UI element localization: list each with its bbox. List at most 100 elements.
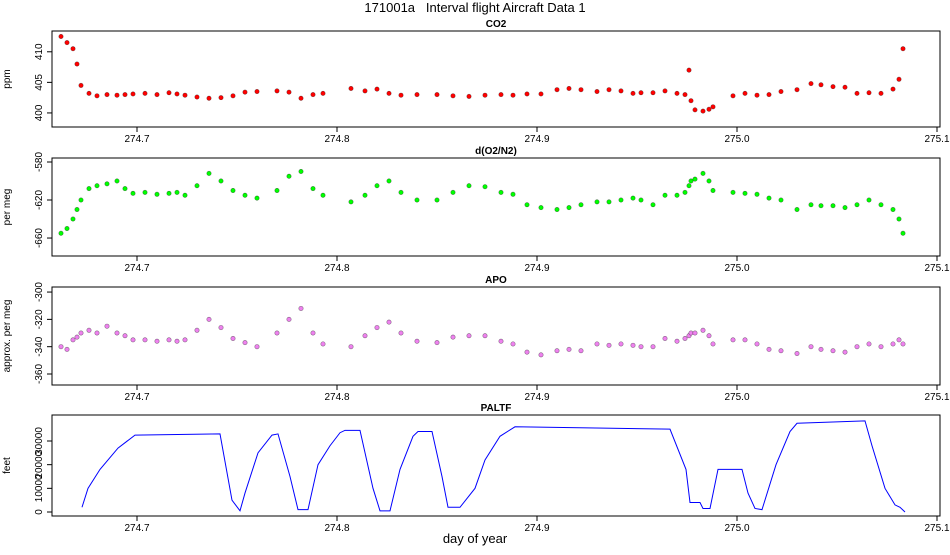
data-point — [122, 186, 128, 192]
y-axis-label: ppm — [2, 69, 13, 88]
data-point — [794, 87, 800, 93]
data-point — [130, 337, 136, 343]
data-point — [434, 340, 440, 346]
data-point — [86, 90, 92, 96]
data-point — [482, 184, 488, 190]
data-point — [510, 191, 516, 197]
data-point — [686, 183, 692, 189]
data-point — [86, 327, 92, 333]
data-point — [130, 91, 136, 97]
data-point — [274, 188, 280, 194]
data-point — [554, 207, 560, 213]
plot-frame — [51, 286, 941, 386]
data-point — [94, 330, 100, 336]
data-point — [778, 89, 784, 95]
x-tick-label: 275.1 — [924, 263, 949, 274]
data-point — [842, 349, 848, 355]
data-point — [706, 178, 712, 184]
data-point — [538, 91, 544, 97]
data-point — [830, 84, 836, 90]
data-point — [274, 330, 280, 336]
data-point — [298, 305, 304, 311]
x-tick-label: 275.1 — [924, 523, 949, 534]
data-point — [878, 202, 884, 208]
data-point — [578, 87, 584, 93]
data-point — [166, 190, 172, 196]
data-point — [706, 106, 712, 112]
data-point — [70, 46, 76, 52]
y-tick-label: -660 — [34, 228, 45, 248]
x-tick-label: 274.9 — [524, 523, 549, 534]
data-point — [890, 207, 896, 213]
y-tick-label: -580 — [34, 152, 45, 172]
data-point — [878, 344, 884, 350]
data-point — [182, 192, 188, 198]
y-axis-label: per meg — [2, 189, 13, 226]
data-point — [142, 189, 148, 195]
data-point — [766, 346, 772, 352]
data-point — [638, 90, 644, 96]
y-tick-label: -340 — [34, 336, 45, 356]
data-point — [206, 170, 212, 176]
data-point — [692, 330, 698, 336]
x-tick-label: 275.1 — [924, 134, 949, 145]
data-point — [742, 337, 748, 343]
data-point — [730, 189, 736, 195]
data-point — [254, 89, 260, 95]
data-point — [742, 190, 748, 196]
y-tick-label: 405 — [34, 74, 45, 91]
x-tick-label: 275.0 — [724, 134, 749, 145]
data-point — [194, 94, 200, 100]
data-point — [154, 92, 160, 98]
data-point — [692, 176, 698, 182]
y-tick-label: 400 — [34, 104, 45, 121]
data-point — [242, 192, 248, 198]
data-point — [878, 90, 884, 96]
data-point — [818, 203, 824, 209]
x-tick-label: 274.7 — [124, 263, 149, 274]
x-tick-label: 274.9 — [524, 263, 549, 274]
x-axis-label: day of year — [443, 531, 508, 546]
data-point — [130, 190, 136, 196]
data-point — [482, 333, 488, 339]
data-point — [618, 88, 624, 94]
data-point — [320, 341, 326, 347]
data-point — [638, 197, 644, 203]
data-point — [538, 205, 544, 211]
data-point — [578, 202, 584, 208]
data-point — [320, 192, 326, 198]
data-point — [896, 216, 902, 222]
data-point — [566, 346, 572, 352]
data-point — [298, 95, 304, 101]
data-point — [230, 188, 236, 194]
data-point — [794, 351, 800, 357]
data-point — [194, 183, 200, 189]
data-point — [114, 178, 120, 184]
data-point — [554, 87, 560, 93]
panel-title: d(O2/N2) — [475, 146, 517, 157]
data-point — [320, 90, 326, 96]
data-point — [554, 348, 560, 354]
y-tick-label: 30000 — [34, 427, 45, 455]
data-point — [688, 98, 694, 104]
data-point — [730, 337, 736, 343]
data-point — [854, 344, 860, 350]
data-point — [386, 319, 392, 325]
data-point — [450, 334, 456, 340]
x-tick-label: 274.8 — [324, 134, 349, 145]
data-point — [310, 186, 316, 192]
data-point — [742, 90, 748, 96]
data-point — [662, 192, 668, 198]
data-point — [386, 178, 392, 184]
data-point — [674, 90, 680, 96]
data-point — [700, 170, 706, 176]
data-point — [194, 327, 200, 333]
data-point — [794, 207, 800, 213]
data-point — [808, 344, 814, 350]
x-tick-label: 274.7 — [124, 523, 149, 534]
data-point — [618, 341, 624, 347]
data-point — [754, 191, 760, 197]
data-point — [182, 92, 188, 98]
data-point — [386, 90, 392, 96]
